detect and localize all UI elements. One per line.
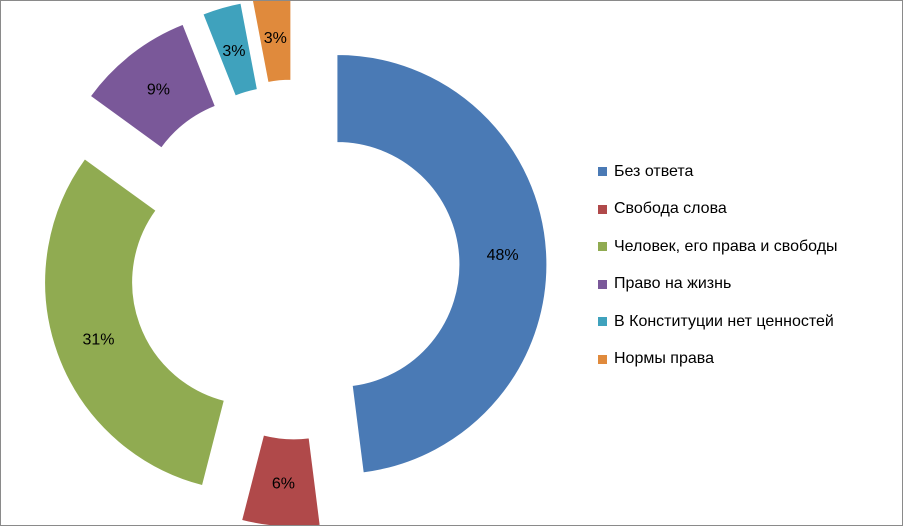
legend-item-legal-norms: Нормы права (598, 341, 898, 379)
slice-labels-group: 48% 6% 31% 9% 3% 3% (82, 30, 518, 493)
slice-legal-norms (251, 1, 292, 84)
slice-label-right-to-life: 9% (147, 81, 170, 98)
legend-swatch (598, 279, 607, 289)
legend: Без ответа Свобода слова Человек, его пр… (598, 153, 898, 378)
legend-item-freedom-of-speech: Свобода слова (598, 191, 898, 229)
legend-swatch (598, 317, 607, 327)
legend-item-no-answer: Без ответа (598, 153, 898, 191)
slice-label-legal-norms: 3% (264, 30, 287, 47)
legend-label: Право на жизнь (614, 275, 732, 293)
slice-label-human-rights: 31% (82, 331, 114, 348)
slice-label-freedom-of-speech: 6% (272, 476, 295, 493)
donut-chart: 48% 6% 31% 9% 3% 3% (44, 1, 548, 525)
legend-label: Человек, его права и свободы (614, 237, 838, 255)
legend-label: Нормы права (614, 350, 714, 368)
legend-swatch (598, 354, 607, 364)
legend-item-right-to-life: Право на жизнь (598, 266, 898, 304)
slice-no-answer (336, 53, 548, 474)
legend-swatch (598, 242, 607, 252)
slice-label-no-values: 3% (222, 43, 245, 60)
legend-item-human-rights: Человек, его права и свободы (598, 228, 898, 266)
slice-human-rights (44, 158, 225, 487)
legend-label: Свобода слова (614, 200, 727, 218)
slices-group (44, 1, 548, 525)
legend-label: В Конституции нет ценностей (614, 312, 834, 330)
legend-swatch (598, 167, 607, 177)
legend-label: Без ответа (614, 162, 694, 180)
legend-swatch (598, 204, 607, 214)
slice-freedom-of-speech (241, 434, 321, 525)
slice-no-values (202, 2, 258, 97)
legend-item-no-values: В Конституции нет ценностей (598, 303, 898, 341)
slice-right-to-life (89, 23, 216, 149)
slice-label-no-answer: 48% (487, 247, 519, 264)
